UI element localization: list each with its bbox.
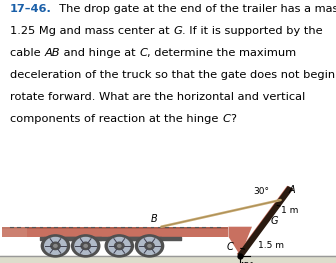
Text: 30°: 30° xyxy=(254,187,270,196)
Polygon shape xyxy=(2,227,27,237)
Text: A: A xyxy=(288,185,295,195)
Text: cable: cable xyxy=(10,48,44,58)
Polygon shape xyxy=(237,186,290,256)
Text: C: C xyxy=(226,242,233,252)
Circle shape xyxy=(51,242,60,250)
Circle shape xyxy=(84,245,87,247)
Text: 1 m: 1 m xyxy=(281,206,298,215)
Text: AB: AB xyxy=(44,48,60,58)
Text: G: G xyxy=(270,216,278,226)
Text: . If it is supported by the: . If it is supported by the xyxy=(182,26,323,36)
Circle shape xyxy=(135,235,164,257)
Text: The drop gate at the end of the trailer has a mass of: The drop gate at the end of the trailer … xyxy=(52,4,336,14)
Circle shape xyxy=(115,242,124,250)
Text: and hinge at: and hinge at xyxy=(60,48,139,58)
Text: C: C xyxy=(222,114,230,124)
Text: rotate forward. What are the horizontal and vertical: rotate forward. What are the horizontal … xyxy=(10,92,305,102)
Circle shape xyxy=(109,237,130,254)
Polygon shape xyxy=(2,227,228,237)
Text: G: G xyxy=(173,26,182,36)
Text: 45°: 45° xyxy=(239,262,254,263)
Text: 1.5 m: 1.5 m xyxy=(258,241,284,250)
Text: ?: ? xyxy=(230,114,236,124)
Text: B: B xyxy=(151,214,157,224)
Circle shape xyxy=(54,245,57,247)
Circle shape xyxy=(139,237,160,254)
Circle shape xyxy=(45,237,66,254)
Polygon shape xyxy=(237,186,294,257)
Circle shape xyxy=(145,242,154,250)
Circle shape xyxy=(81,242,90,250)
Text: 17–46.: 17–46. xyxy=(10,4,52,14)
Circle shape xyxy=(72,235,100,257)
Text: , determine the maximum: , determine the maximum xyxy=(147,48,296,58)
Text: deceleration of the truck so that the gate does not begin to: deceleration of the truck so that the ga… xyxy=(10,70,336,80)
Polygon shape xyxy=(2,227,228,229)
Circle shape xyxy=(118,245,121,247)
Circle shape xyxy=(148,245,151,247)
Polygon shape xyxy=(228,227,252,256)
Text: C: C xyxy=(139,48,147,58)
Circle shape xyxy=(41,235,70,257)
Text: components of reaction at the hinge: components of reaction at the hinge xyxy=(10,114,222,124)
Circle shape xyxy=(105,235,133,257)
Text: 1.25 Mg and mass center at: 1.25 Mg and mass center at xyxy=(10,26,173,36)
Circle shape xyxy=(75,237,96,254)
